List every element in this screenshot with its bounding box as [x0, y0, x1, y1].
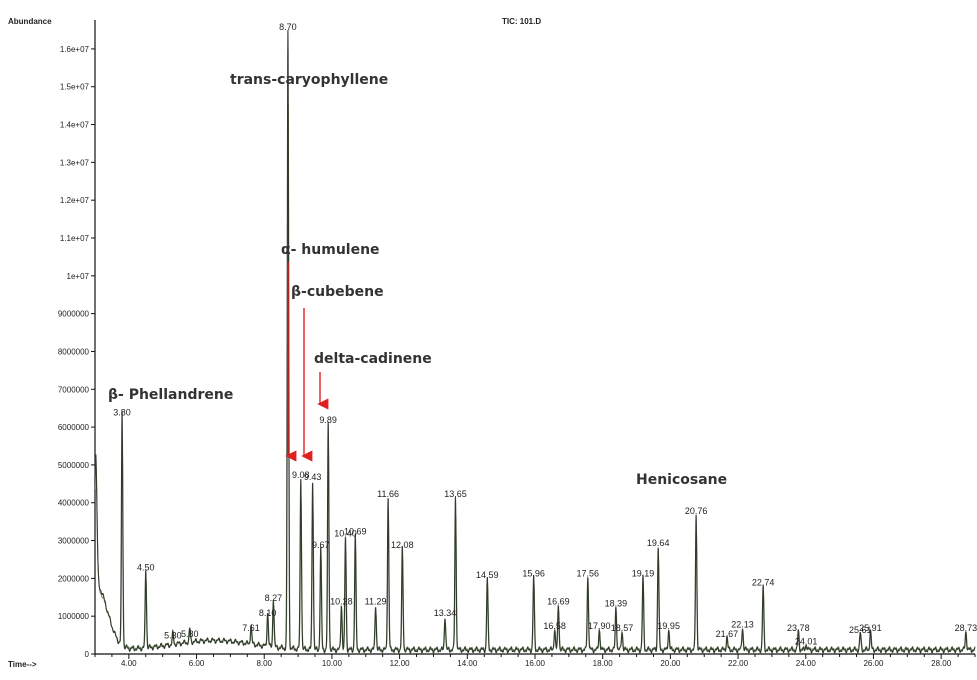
- x-tick-label: 16.00: [525, 659, 546, 668]
- y-tick-label: 1.1e+07: [60, 234, 90, 243]
- y-tick-label: 1000000: [58, 612, 90, 621]
- y-tick-label: 9000000: [58, 310, 90, 319]
- peak-label: 24.01: [795, 636, 818, 646]
- compound-annotation: Henicosane: [636, 472, 727, 488]
- x-tick-label: 28.00: [931, 659, 952, 668]
- peak-label: 12.08: [391, 540, 414, 550]
- peak-label: 9.43: [304, 472, 322, 482]
- peak-label: 16.58: [543, 621, 566, 631]
- x-tick-label: 26.00: [863, 659, 884, 668]
- peak-label: 13.65: [444, 489, 467, 499]
- peak-label: 21.67: [716, 629, 739, 639]
- y-tick-label: 1.6e+07: [60, 45, 90, 54]
- peak-label: 10.40: [334, 529, 357, 539]
- peak-label: 19.19: [632, 568, 655, 578]
- peak-label: 4.50: [137, 563, 155, 573]
- y-tick-label: 3000000: [58, 537, 90, 546]
- peak-label: 10.69: [344, 527, 367, 537]
- y-ticks: 1.6e+07 1.5e+07 1.4e+07 1.3e+07 1.2e+07 1.1e+…: [58, 45, 95, 659]
- peak-label: 25.61: [849, 625, 872, 635]
- peak-label: 22.13: [731, 619, 754, 629]
- peak-label: 11.66: [377, 489, 399, 499]
- chart-title: TIC: 101.D: [502, 17, 541, 26]
- y-tick-label: 4000000: [58, 499, 90, 508]
- peak-label: 17.90: [588, 621, 611, 631]
- y-tick-label: 7000000: [58, 385, 90, 394]
- x-tick-label: 12.00: [390, 659, 411, 668]
- peak-labels: 3.80 4.50 5.30 5.80 7.61 8.10 8.27 8.70 9.089.43…: [113, 22, 977, 647]
- x-tick-label: 14.00: [457, 659, 478, 668]
- peak-label: 19.95: [657, 621, 680, 631]
- y-tick-label: 1e+07: [67, 272, 90, 281]
- compound-annotation: β-cubebene: [291, 284, 384, 300]
- y-tick-label: 8000000: [58, 347, 90, 356]
- x-tick-label: 24.00: [796, 659, 817, 668]
- x-axis-title: Time-->: [8, 660, 37, 669]
- y-tick-label: 5000000: [58, 461, 90, 470]
- peak-label: 16.69: [547, 597, 570, 607]
- y-tick-label: 2000000: [58, 574, 90, 583]
- x-tick-label: 6.00: [189, 659, 205, 668]
- x-tick-label: 22.00: [728, 659, 749, 668]
- x-tick-label: 8.00: [256, 659, 272, 668]
- traces: [94, 29, 976, 654]
- y-tick-label: 1.4e+07: [60, 121, 90, 130]
- peak-label: 8.27: [265, 593, 283, 603]
- y-tick-label: 1.2e+07: [60, 196, 90, 205]
- peak-label: 18.39: [605, 599, 628, 609]
- peak-label: 8.70: [279, 22, 297, 32]
- peak-label: 25.91: [859, 623, 882, 633]
- peak-label: 9.67: [312, 540, 330, 550]
- series-trace-tic: [94, 29, 976, 654]
- peak-label: 17.56: [577, 568, 600, 578]
- x-tick-label: 20.00: [660, 659, 681, 668]
- peak-label: 18.57: [611, 623, 634, 633]
- compound-annotation: β- Phellandrene: [108, 387, 233, 403]
- peak-label: 14.59: [476, 570, 499, 580]
- peak-label: 13.34: [434, 608, 457, 618]
- y-axis-title: Abundance: [8, 17, 52, 26]
- x-tick-label: 18.00: [593, 659, 614, 668]
- axes: [94, 20, 975, 655]
- peak-label: 9.08: [292, 470, 310, 480]
- compound-annotation: delta-cadinene: [314, 351, 432, 367]
- peak-label: 9.89: [319, 415, 337, 425]
- peak-label: 7.61: [242, 623, 260, 633]
- y-tick-label: 6000000: [58, 423, 90, 432]
- compound-annotation: α- humulene: [281, 242, 380, 258]
- peak-label: 22.74: [752, 578, 775, 588]
- peak-label: 3.80: [113, 408, 131, 418]
- compound-annotations: trans-caryophyllene α- humulene β-cubebene…: [108, 72, 727, 488]
- x-ticks: 4.00 6.00 8.00 10.00 12.00 14.00 16.00 18.00 20.…: [94, 654, 976, 668]
- peak-label: 23.78: [787, 623, 810, 633]
- peak-label: 8.10: [259, 608, 277, 618]
- x-tick-label: 10.00: [322, 659, 343, 668]
- compound-annotation: trans-caryophyllene: [230, 72, 388, 88]
- peak-label: 15.96: [522, 568, 545, 578]
- peak-label: 10.28: [330, 597, 353, 607]
- x-tick-label: 4.00: [121, 659, 137, 668]
- peak-label: 5.80: [181, 629, 199, 639]
- y-tick-label: 1.5e+07: [60, 83, 90, 92]
- peak-label: 28.73: [955, 623, 977, 633]
- peak-label: 20.76: [685, 506, 708, 516]
- peak-label: 5.30: [164, 631, 182, 641]
- peak-label: 11.29: [365, 597, 387, 607]
- peak-label: 19.64: [647, 538, 670, 548]
- y-tick-label: 0: [85, 650, 90, 659]
- y-tick-label: 1.3e+07: [60, 158, 90, 167]
